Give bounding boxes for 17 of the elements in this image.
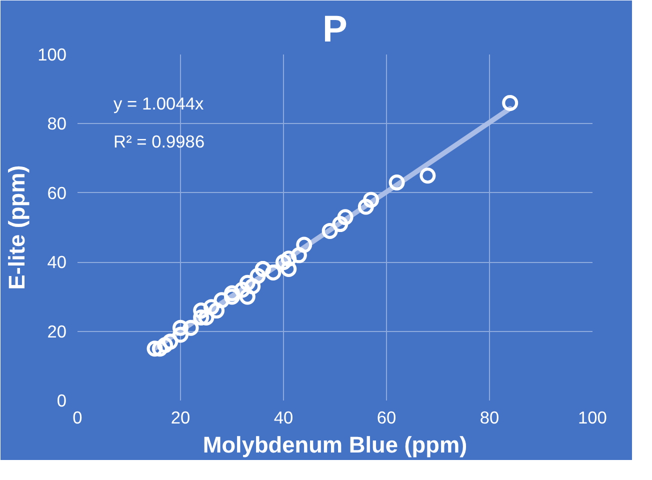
annotation: y = 1.0044x	[114, 93, 204, 114]
y-axis-title: E-lite (ppm)	[4, 165, 30, 290]
x-tick-label: 80	[480, 408, 500, 428]
annotation: R² = 0.9986	[114, 131, 205, 152]
x-axis-title: Molybdenum Blue (ppm)	[202, 432, 468, 458]
chart-title: P	[322, 8, 348, 50]
y-tick-label: 80	[47, 114, 67, 134]
y-tick-label: 60	[47, 182, 67, 203]
y-tick-label: 100	[38, 44, 67, 64]
x-tick-label: 100	[578, 408, 607, 428]
x-tick-label: 40	[274, 408, 294, 428]
x-tick-label: 20	[170, 408, 190, 428]
y-tick-label: 20	[47, 321, 67, 342]
x-tick-label: 60	[376, 408, 396, 428]
y-tick-label: 0	[56, 390, 67, 410]
y-tick-label: 40	[47, 252, 67, 272]
x-tick-label: 0	[72, 408, 82, 428]
